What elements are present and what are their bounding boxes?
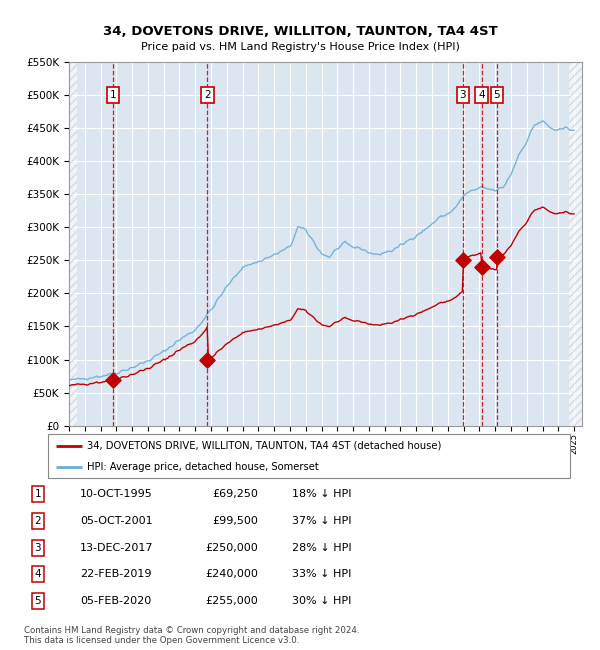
Point (458, 255, 467, 265)
Text: £99,500: £99,500 (212, 516, 259, 526)
Bar (69, 62, 77, 426)
Text: 5: 5 (35, 596, 41, 606)
Text: 10-OCT-1995: 10-OCT-1995 (80, 489, 152, 499)
Text: Price paid vs. HM Land Registry's House Price Index (HPI): Price paid vs. HM Land Registry's House … (140, 42, 460, 52)
Text: 1: 1 (110, 90, 116, 100)
Text: 05-OCT-2001: 05-OCT-2001 (80, 516, 152, 526)
Text: 18% ↓ HPI: 18% ↓ HPI (292, 489, 352, 499)
FancyBboxPatch shape (48, 434, 570, 478)
Text: £240,000: £240,000 (205, 569, 259, 579)
Text: 2: 2 (204, 90, 211, 100)
Text: 34, DOVETONS DRIVE, WILLITON, TAUNTON, TA4 4ST: 34, DOVETONS DRIVE, WILLITON, TAUNTON, T… (103, 25, 497, 38)
Text: 5: 5 (493, 90, 500, 100)
Text: 05-FEB-2020: 05-FEB-2020 (80, 596, 151, 606)
Point (477, 262, 487, 272)
Text: 22-FEB-2019: 22-FEB-2019 (80, 569, 151, 579)
Text: 33% ↓ HPI: 33% ↓ HPI (292, 569, 351, 579)
Text: 34, DOVETONS DRIVE, WILLITON, TAUNTON, TA4 4ST (detached house): 34, DOVETONS DRIVE, WILLITON, TAUNTON, T… (87, 441, 442, 451)
Text: 2: 2 (35, 516, 41, 526)
Text: 3: 3 (35, 543, 41, 552)
Text: 4: 4 (35, 569, 41, 579)
Text: Contains HM Land Registry data © Crown copyright and database right 2024.
This d: Contains HM Land Registry data © Crown c… (24, 626, 359, 645)
Text: 4: 4 (478, 90, 485, 100)
Text: £255,000: £255,000 (206, 596, 259, 606)
Text: £250,000: £250,000 (206, 543, 259, 552)
Point (202, 355, 212, 365)
Text: 28% ↓ HPI: 28% ↓ HPI (292, 543, 352, 552)
Text: HPI: Average price, detached house, Somerset: HPI: Average price, detached house, Some… (87, 462, 319, 472)
Point (108, 374, 118, 385)
Text: £69,250: £69,250 (212, 489, 259, 499)
Text: 3: 3 (460, 90, 466, 100)
Point (492, 252, 502, 262)
Text: 37% ↓ HPI: 37% ↓ HPI (292, 516, 352, 526)
Text: 13-DEC-2017: 13-DEC-2017 (80, 543, 154, 552)
Bar (569, 62, 582, 426)
Text: 30% ↓ HPI: 30% ↓ HPI (292, 596, 351, 606)
Text: 1: 1 (35, 489, 41, 499)
